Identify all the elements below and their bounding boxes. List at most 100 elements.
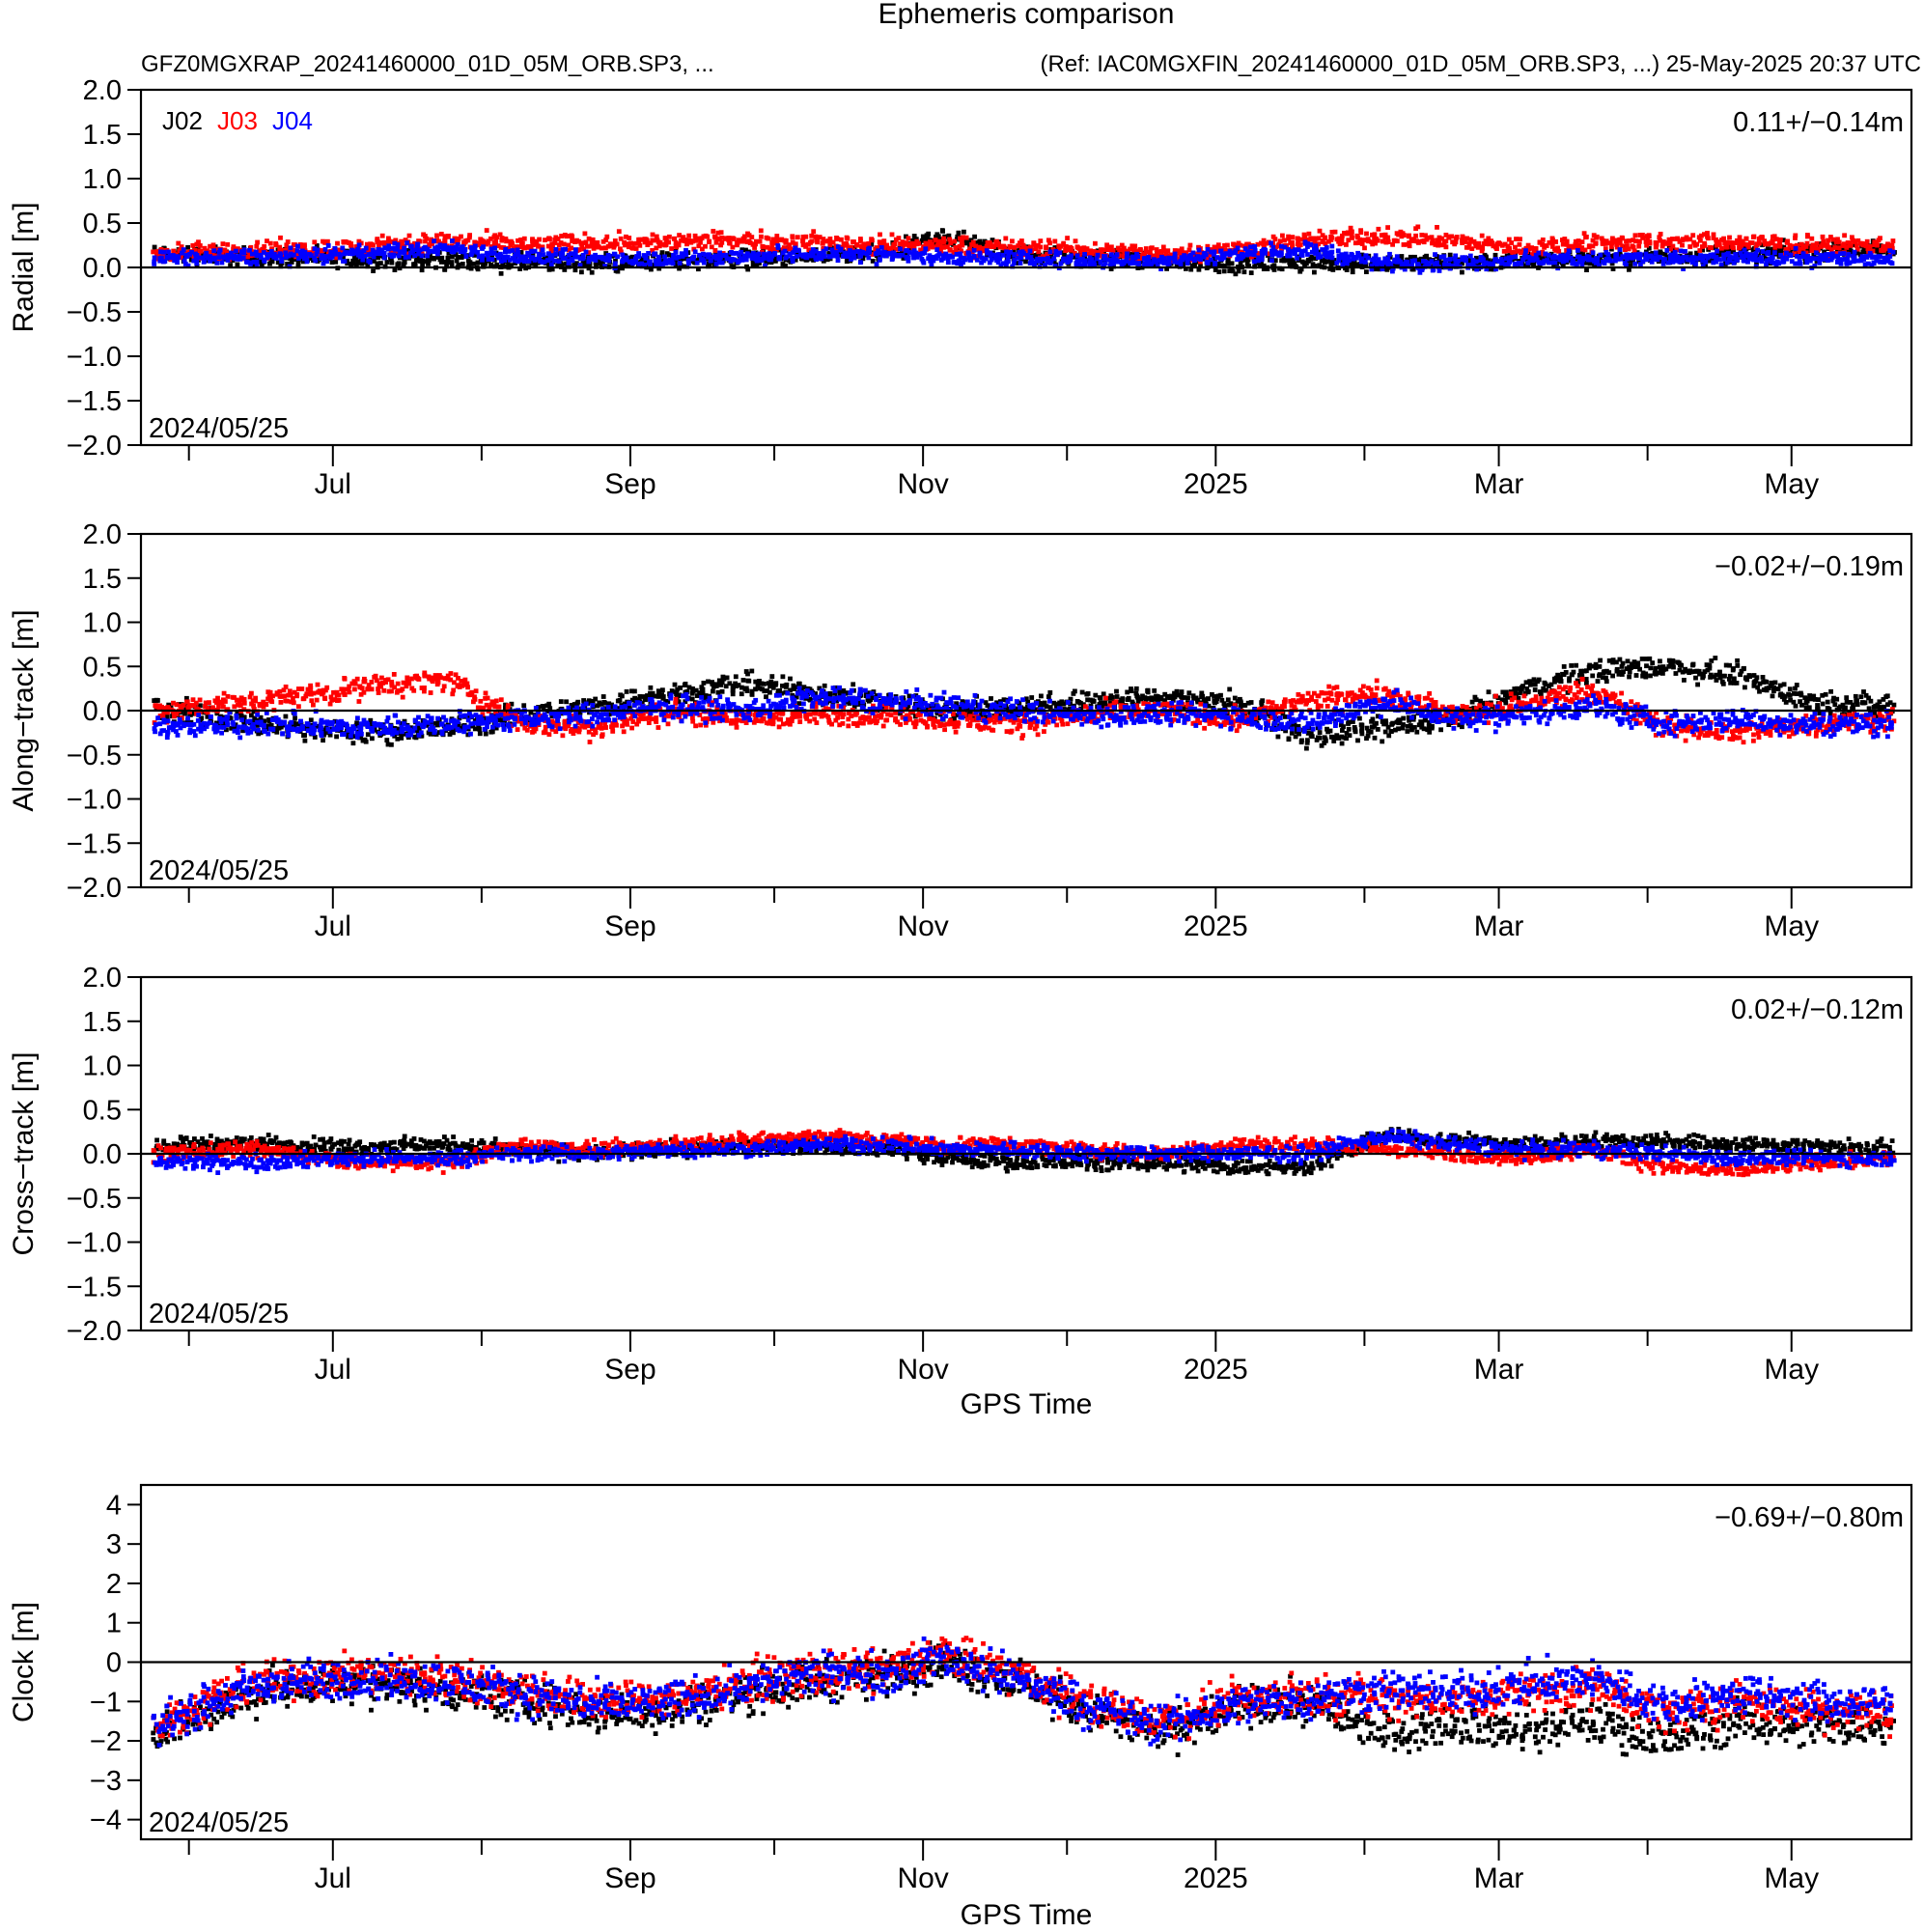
data-point (491, 241, 497, 247)
data-point (1700, 247, 1705, 253)
data-point (1186, 247, 1192, 253)
data-point (486, 257, 491, 262)
data-point (1286, 257, 1291, 263)
data-point (236, 246, 240, 251)
data-point (643, 256, 649, 261)
data-point (1511, 251, 1517, 257)
data-point (1196, 266, 1202, 272)
data-point (1185, 259, 1190, 265)
data-point (803, 257, 809, 263)
data-point (918, 247, 923, 253)
data-point (1376, 226, 1381, 232)
data-point (719, 260, 725, 266)
data-point (1545, 258, 1550, 263)
data-point (462, 247, 468, 252)
data-point (434, 722, 440, 728)
data-point (1644, 242, 1649, 248)
data-point (583, 249, 589, 255)
data-point (258, 730, 264, 736)
data-point (1847, 260, 1853, 266)
data-point (1705, 231, 1710, 236)
data-point (886, 250, 892, 256)
data-point (234, 248, 238, 254)
data-point (870, 238, 875, 243)
data-point (537, 237, 542, 242)
data-point (389, 257, 394, 262)
data-point (298, 252, 304, 257)
data-point (553, 251, 559, 257)
data-point (573, 247, 578, 252)
legend-j02: J02 (162, 106, 203, 135)
data-point (1415, 257, 1421, 263)
data-point (1187, 242, 1193, 248)
data-point (417, 247, 423, 253)
data-point (412, 262, 418, 266)
data-point (934, 234, 938, 239)
data-point (1335, 248, 1341, 254)
data-point (1244, 242, 1250, 247)
data-point (555, 237, 561, 241)
data-point (813, 248, 819, 254)
data-point (1298, 266, 1304, 272)
data-point (1693, 262, 1698, 266)
data-point (1198, 259, 1203, 265)
data-point (1102, 254, 1108, 259)
data-point (1800, 251, 1806, 257)
data-point (1609, 239, 1615, 244)
data-point (1336, 258, 1342, 263)
y-tick-label: 1.5 (83, 120, 122, 151)
data-point (1430, 240, 1435, 246)
data-point (1884, 244, 1890, 250)
data-point (1589, 257, 1594, 263)
data-point (1885, 258, 1890, 264)
data-point (605, 243, 611, 249)
data-point (1221, 253, 1227, 259)
data-point (1862, 262, 1868, 267)
data-point (499, 236, 505, 240)
data-point (795, 248, 801, 253)
data-point (654, 234, 659, 239)
data-point (582, 259, 588, 265)
data-point (1080, 256, 1085, 262)
data-point (185, 244, 190, 250)
data-point (526, 259, 532, 264)
data-point (386, 236, 391, 241)
data-point (1122, 248, 1128, 254)
data-point (1154, 247, 1159, 252)
data-point (1359, 241, 1365, 246)
data-point (612, 261, 618, 266)
data-point (990, 244, 996, 249)
data-point (378, 240, 383, 245)
data-point (1507, 247, 1513, 253)
data-point (1826, 238, 1830, 243)
data-point (1737, 235, 1743, 240)
data-point (1821, 243, 1826, 248)
data-point (420, 263, 425, 267)
data-point (1684, 254, 1689, 260)
data-point (605, 252, 611, 258)
data-point (723, 237, 729, 241)
data-point (1385, 225, 1390, 230)
data-point (1658, 232, 1663, 237)
data-point (355, 247, 361, 252)
data-point (456, 262, 461, 267)
data-point (703, 243, 708, 249)
data-point (545, 258, 550, 263)
data-point (1847, 245, 1853, 251)
data-point (1764, 241, 1770, 246)
data-point (692, 233, 698, 238)
data-point (229, 250, 234, 256)
data-point (296, 256, 301, 261)
data-point (928, 258, 934, 264)
data-point (1263, 250, 1268, 256)
data-point (1568, 255, 1574, 261)
data-point (1486, 258, 1492, 264)
data-point (1082, 252, 1087, 257)
data-point (1124, 259, 1129, 264)
data-point (400, 239, 404, 245)
data-point (606, 258, 612, 264)
data-point (265, 726, 270, 732)
data-point (1863, 243, 1869, 249)
data-point (933, 238, 938, 243)
